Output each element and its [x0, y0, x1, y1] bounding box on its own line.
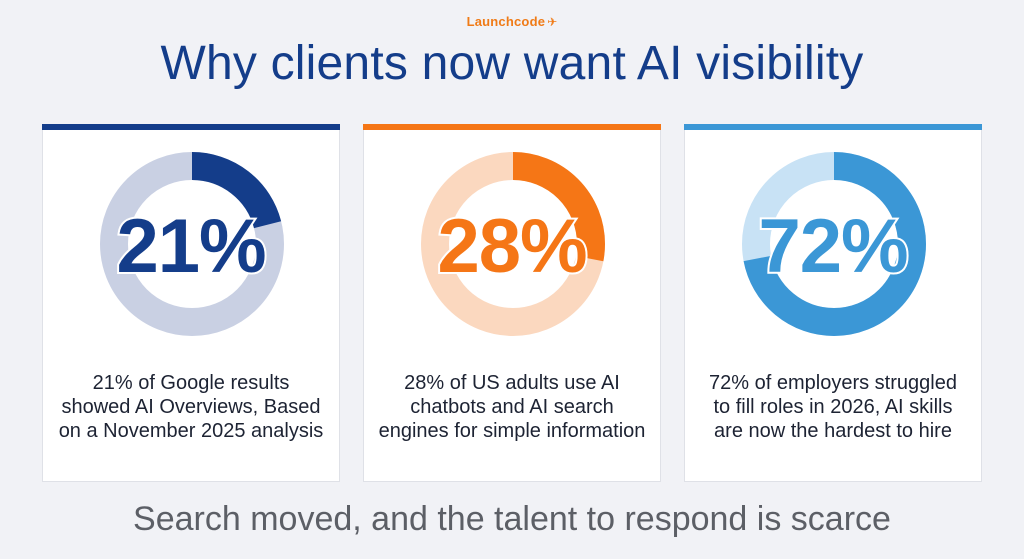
progress-ring-arc: [100, 152, 284, 336]
card-accent-bar: [684, 124, 982, 130]
stat-value: 21%: [114, 202, 268, 291]
progress-ring-arc: [421, 152, 605, 336]
brand-logo: Launchcode ✈: [0, 14, 1024, 29]
stat-description: 72% of employers struggled to fill roles…: [709, 372, 957, 442]
plane-icon: ✈: [547, 15, 558, 29]
brand-name: Launchcode: [466, 14, 546, 29]
progress-ring: [421, 152, 605, 336]
stat-description: 21% of Google results showed AI Overview…: [58, 372, 324, 442]
stat-cards: 21% 21% of Google results showed AI Over…: [42, 124, 982, 484]
stat-value: 72%: [756, 202, 910, 291]
footer-tagline: Search moved, and the talent to respond …: [133, 500, 891, 538]
stat-card-employers-ai-skills: 72% 72% of employers struggled to fill r…: [684, 124, 982, 482]
card-accent-bar: [363, 124, 661, 130]
page-title: Why clients now want AI visibility: [160, 37, 864, 90]
stat-description: 28% of US adults use AI chatbots and AI …: [378, 372, 646, 442]
progress-ring: [742, 152, 926, 336]
progress-ring-arc: [742, 152, 926, 336]
stat-card-us-adults-ai-chatbots: 28% 28% of US adults use AI chatbots and…: [363, 124, 661, 482]
stat-value: 28%: [435, 202, 589, 291]
card-accent-bar: [42, 124, 340, 130]
progress-ring: [100, 152, 284, 336]
stat-card-google-ai-overviews: 21% 21% of Google results showed AI Over…: [42, 124, 340, 482]
